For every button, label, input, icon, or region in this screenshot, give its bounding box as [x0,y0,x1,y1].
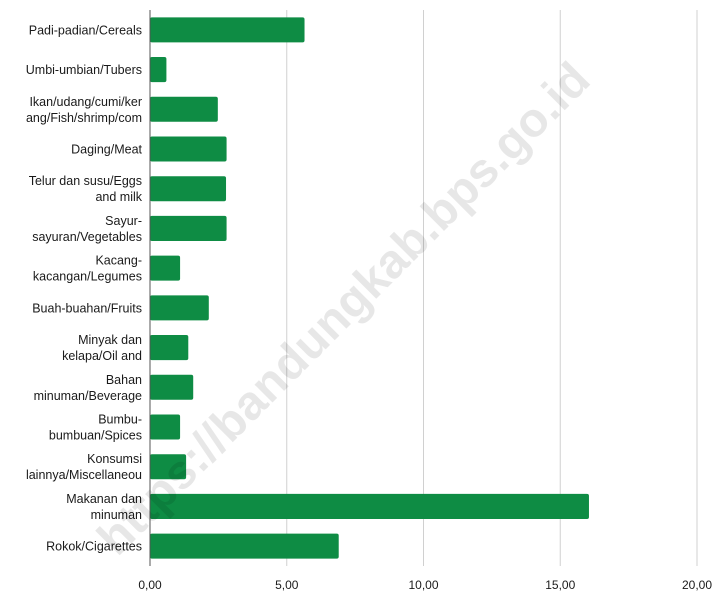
grid-lines [286,10,698,566]
x-tick-label: 15,00 [545,578,575,592]
category-label: Padi-padian/Cereals [29,23,142,37]
x-tick-labels: 0,00 5,00 10,00 15,00 20,00 [138,578,712,592]
category-label: Daging/Meat [71,143,142,157]
bar [150,215,227,241]
x-tick-label: 10,00 [408,578,438,592]
bar [150,454,187,480]
category-label: Kacang-kacangan/Legumes [33,254,142,284]
bar [150,335,189,361]
x-tick-label: 20,00 [682,578,712,592]
category-label: Konsumsi lainnya/Miscellaneou [26,452,142,482]
x-tick-label: 0,00 [138,578,162,592]
bar [150,295,209,321]
category-label: Buah-buahan/Fruits [32,301,142,315]
category-label: Minyak dan kelapa/Oil and [62,333,142,363]
category-label: Sayur-sayuran/Vegetables [32,214,142,244]
bar [150,374,194,400]
category-labels: Padi-padian/Cereals Umbi-umbian/Tubers Ika… [26,23,143,553]
bar [150,17,305,43]
x-tick-label: 5,00 [275,578,299,592]
category-label: Makanan dan minuman [66,492,142,522]
category-label: Bumbu-bumbuan/Spices [49,413,142,443]
bar [150,414,181,440]
category-label: Umbi-umbian/Tubers [26,63,142,77]
bar [150,136,227,162]
category-label: Telur dan susu/Eggs and milk [29,174,143,204]
bar [150,533,339,559]
bar [150,493,589,519]
bar [150,57,167,83]
bar [150,176,227,202]
category-label: Rokok/Cigarettes [46,540,142,554]
category-label: Ikan/udang/cumi/ker ang/Fish/shrimp/com [26,95,142,125]
category-label: Bahan minuman/Beverage [34,373,142,403]
bar [150,96,218,122]
bars [150,17,589,559]
bar [150,255,181,281]
